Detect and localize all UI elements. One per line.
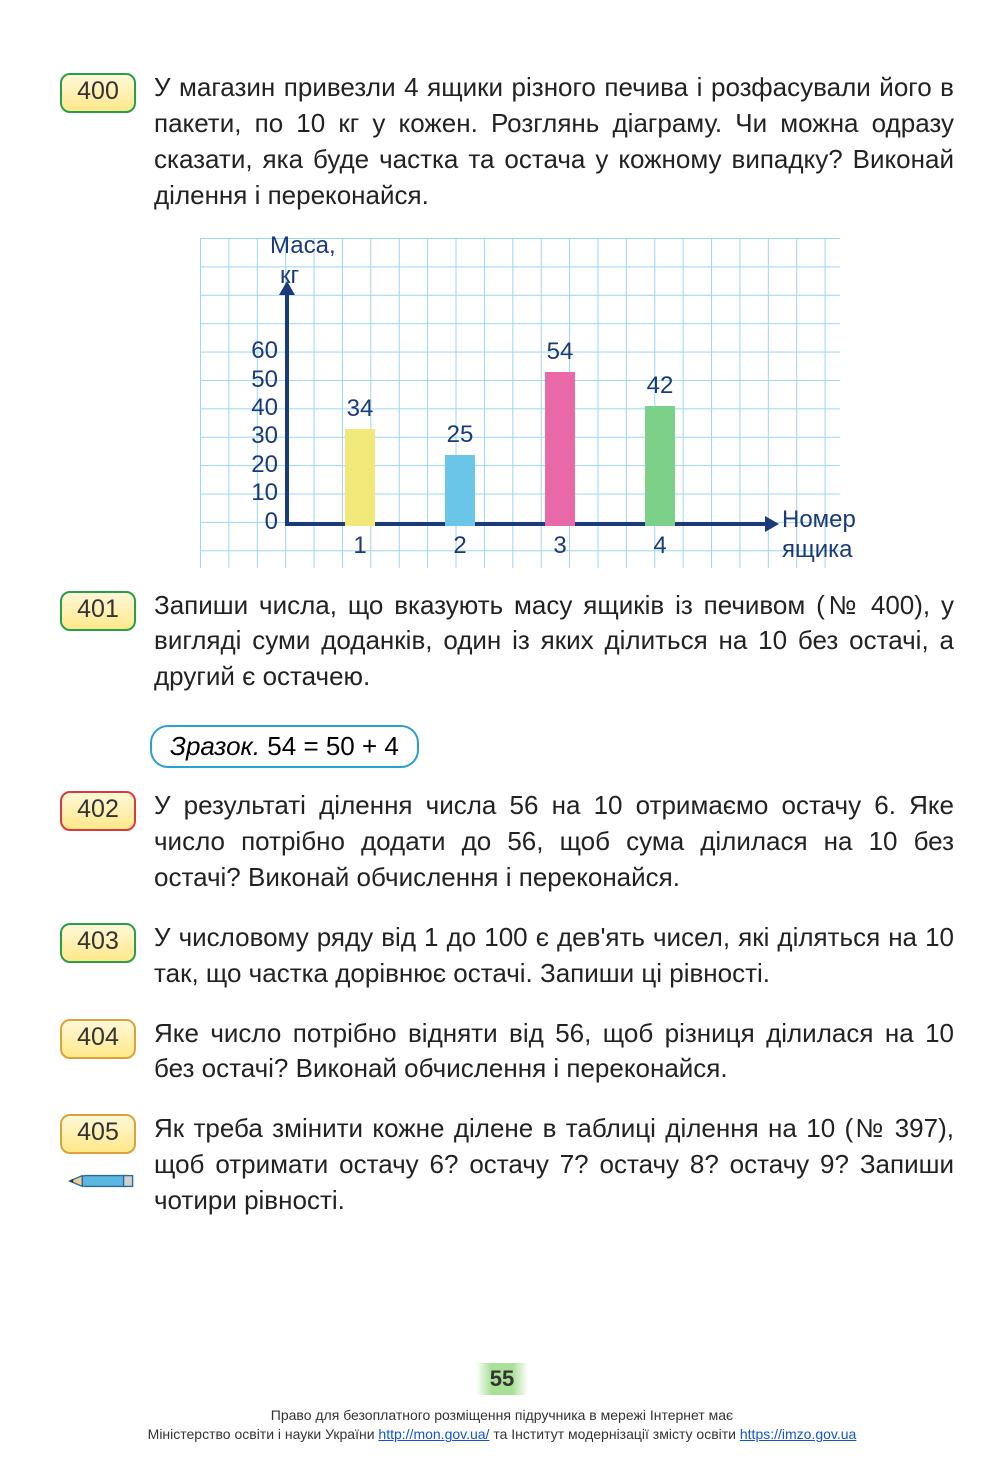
bar-value-label: 25	[435, 421, 485, 449]
footer-line1: Право для безоплатного розміщення підруч…	[0, 1406, 1004, 1426]
xtick: 1	[340, 532, 380, 560]
example-expr: 54 = 50 + 4	[267, 731, 399, 761]
y-axis	[285, 293, 289, 526]
bar	[345, 429, 375, 526]
problem-number-badge: 403	[60, 923, 136, 963]
problem-text: У результаті ділення числа 56 на 10 отри…	[154, 788, 954, 896]
pencil-icon	[66, 1167, 138, 1195]
footer-text: Міністерство освіти і науки України	[148, 1426, 379, 1442]
x-axis-label-2: ящика	[782, 536, 853, 564]
bar	[445, 455, 475, 526]
xtick: 4	[640, 532, 680, 560]
problem-404: 404 Яке число потрібно відняти від 56, щ…	[60, 1016, 954, 1088]
problem-number-badge: 405	[60, 1114, 136, 1154]
bar-value-label: 42	[635, 372, 685, 400]
problem-number-badge: 402	[60, 791, 136, 831]
y-axis-label-1: Маса,	[270, 232, 336, 260]
problem-405: 405 Як треба змінити кожне ділене в табл…	[60, 1111, 954, 1219]
problem-number-badge: 400	[60, 73, 136, 113]
problem-text: У числовому ряду від 1 до 100 є дев'ять …	[154, 920, 954, 992]
problem-number-badge: 401	[60, 591, 136, 631]
page-number: 55	[0, 1363, 1004, 1395]
footer: Право для безоплатного розміщення підруч…	[0, 1406, 1004, 1445]
example-label: Зразок.	[170, 731, 260, 761]
problem-text: Як треба змінити кожне ділене в таблиці …	[154, 1111, 954, 1219]
ytick: 10	[238, 479, 278, 507]
mass-bar-chart: Маса, кг 0102030405060 34255442 1234 Ном…	[200, 238, 840, 568]
page-number-value: 55	[476, 1363, 528, 1395]
problem-number-badge: 404	[60, 1019, 136, 1059]
footer-line2: Міністерство освіти і науки України http…	[0, 1425, 1004, 1445]
ytick: 20	[238, 451, 278, 479]
xtick: 2	[440, 532, 480, 560]
problem-403: 403 У числовому ряду від 1 до 100 є дев'…	[60, 920, 954, 992]
ytick: 40	[238, 394, 278, 422]
problem-text: Яке число потрібно відняти від 56, щоб р…	[154, 1016, 954, 1088]
bar-value-label: 54	[535, 338, 585, 366]
bar	[545, 372, 575, 525]
ytick: 50	[238, 366, 278, 394]
ytick: 30	[238, 422, 278, 450]
example-pill: Зразок. 54 = 50 + 4	[150, 725, 419, 768]
problem-402: 402 У результаті ділення числа 56 на 10 …	[60, 788, 954, 896]
textbook-page: 400 У магазин привезли 4 ящики різного п…	[0, 0, 1004, 1465]
problem-text: Запиши числа, що вказують масу ящиків із…	[154, 588, 954, 696]
problem-text: У магазин привезли 4 ящики різного печив…	[154, 70, 954, 214]
footer-link-mon[interactable]: http://mon.gov.ua/	[378, 1426, 489, 1442]
problem-400: 400 У магазин привезли 4 ящики різного п…	[60, 70, 954, 214]
xtick: 3	[540, 532, 580, 560]
ytick: 60	[238, 337, 278, 365]
x-axis-label-1: Номер	[782, 506, 856, 534]
footer-link-imzo[interactable]: https://imzo.gov.ua	[740, 1426, 856, 1442]
bar-value-label: 34	[335, 395, 385, 423]
bar	[645, 406, 675, 525]
ytick: 0	[238, 508, 278, 536]
footer-text: та Інститут модернізації змісту освіти	[489, 1426, 739, 1442]
problem-401: 401 Запиши числа, що вказують масу ящикі…	[60, 588, 954, 696]
